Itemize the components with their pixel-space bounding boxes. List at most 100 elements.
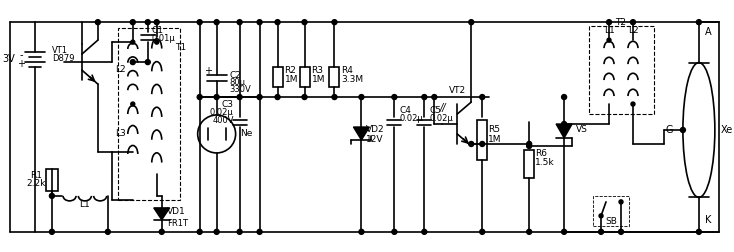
Text: 3V: 3V (2, 54, 15, 64)
Text: VD1: VD1 (167, 207, 186, 216)
Text: R1: R1 (30, 171, 42, 180)
Circle shape (619, 229, 623, 234)
Text: VS: VS (576, 125, 588, 135)
Text: 330V: 330V (230, 85, 251, 93)
Circle shape (562, 94, 567, 100)
Text: +: + (203, 66, 211, 76)
Text: C2: C2 (230, 71, 241, 80)
Circle shape (697, 229, 702, 234)
Circle shape (145, 60, 150, 65)
Circle shape (275, 94, 280, 100)
Circle shape (332, 20, 337, 25)
Circle shape (159, 229, 164, 234)
Text: G: G (666, 125, 673, 135)
Circle shape (480, 229, 484, 234)
Text: C1: C1 (152, 26, 164, 35)
Circle shape (392, 94, 397, 100)
Text: //: // (440, 103, 446, 113)
Circle shape (469, 20, 473, 25)
Text: K: K (705, 215, 711, 225)
Polygon shape (153, 208, 170, 220)
Circle shape (49, 229, 54, 234)
Bar (524, 150, 534, 178)
Circle shape (197, 229, 202, 234)
Circle shape (359, 94, 364, 100)
Text: A: A (705, 27, 711, 37)
Text: T2: T2 (616, 18, 627, 27)
Circle shape (527, 143, 531, 148)
Circle shape (131, 20, 135, 25)
Text: C4: C4 (399, 106, 411, 114)
Circle shape (214, 20, 219, 25)
Text: 1.5k: 1.5k (535, 159, 555, 167)
Text: R2: R2 (285, 66, 297, 75)
Text: SB: SB (605, 217, 617, 226)
Circle shape (131, 102, 135, 106)
Circle shape (680, 128, 686, 133)
Circle shape (480, 141, 484, 146)
Bar (477, 120, 487, 160)
Circle shape (237, 20, 242, 25)
Text: 0.02μ: 0.02μ (429, 113, 453, 122)
Circle shape (359, 229, 364, 234)
Circle shape (257, 229, 262, 234)
Text: FR1T: FR1T (167, 219, 188, 228)
Circle shape (527, 229, 531, 234)
Text: R3: R3 (311, 66, 324, 75)
Text: L1: L1 (79, 200, 90, 209)
Circle shape (95, 20, 101, 25)
Circle shape (145, 20, 150, 25)
Text: VT2: VT2 (448, 86, 466, 94)
Text: R5: R5 (488, 125, 500, 135)
Circle shape (598, 229, 603, 234)
Bar (118, 28, 180, 200)
Circle shape (131, 40, 135, 44)
Circle shape (49, 193, 54, 198)
Text: L1: L1 (603, 26, 614, 35)
Circle shape (619, 200, 623, 204)
Circle shape (131, 60, 135, 65)
Text: -: - (19, 50, 23, 60)
Circle shape (480, 94, 484, 100)
Circle shape (562, 121, 567, 127)
Text: 0.01μ: 0.01μ (152, 34, 175, 43)
Bar (593, 196, 629, 226)
Text: C3: C3 (222, 100, 233, 109)
Circle shape (257, 20, 262, 25)
Circle shape (214, 229, 219, 234)
Circle shape (237, 94, 242, 100)
Circle shape (607, 38, 611, 42)
Text: D879: D879 (52, 54, 74, 62)
Text: +: + (17, 59, 25, 69)
Text: L3: L3 (115, 130, 126, 139)
Circle shape (606, 20, 611, 25)
Text: VT1: VT1 (52, 46, 68, 55)
Circle shape (275, 20, 280, 25)
Circle shape (214, 94, 219, 100)
Bar (589, 26, 654, 114)
Text: Ne: Ne (241, 130, 253, 139)
Bar (299, 67, 310, 87)
Circle shape (302, 20, 307, 25)
Text: 0.02μ: 0.02μ (399, 113, 423, 122)
Bar (330, 67, 339, 87)
Text: R6: R6 (535, 149, 547, 159)
Circle shape (197, 94, 202, 100)
Text: R4: R4 (341, 66, 353, 75)
Circle shape (237, 229, 242, 234)
Circle shape (432, 94, 437, 100)
Text: 1M: 1M (311, 75, 325, 84)
Circle shape (697, 20, 702, 25)
Text: 1M: 1M (285, 75, 298, 84)
Circle shape (154, 20, 159, 25)
Circle shape (422, 229, 426, 234)
Text: L2: L2 (115, 65, 126, 74)
Text: L2: L2 (628, 26, 639, 35)
Text: 0.02μ: 0.02μ (210, 108, 233, 116)
Circle shape (106, 229, 110, 234)
Bar (46, 169, 58, 191)
Text: Xe: Xe (721, 125, 733, 135)
Polygon shape (556, 124, 572, 138)
Circle shape (392, 229, 397, 234)
Text: 80μ: 80μ (230, 78, 246, 87)
